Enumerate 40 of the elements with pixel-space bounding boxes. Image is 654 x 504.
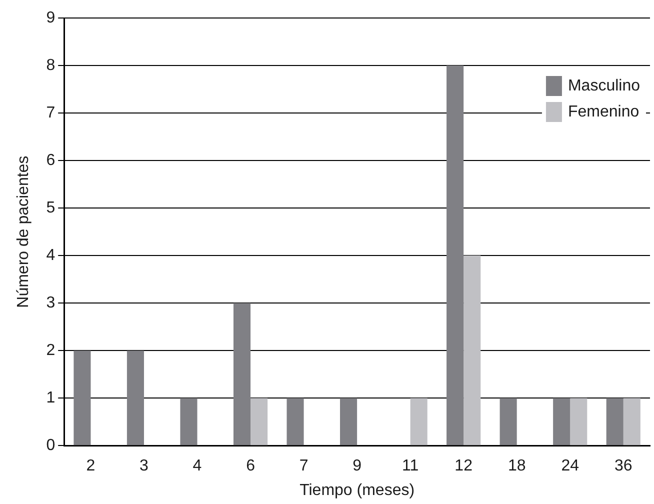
y-tick-label: 5 [46,199,56,216]
bar [180,398,198,446]
y-tick-label: 1 [46,389,56,406]
bar [446,66,464,446]
y-tick-label: 3 [46,294,56,312]
bar [553,398,570,446]
x-tick-label: 2 [86,458,96,475]
x-tick-label: 6 [246,458,256,475]
y-tick-label: 9 [46,9,56,26]
bar [464,256,481,446]
bar [606,398,624,446]
y-tick-label: 0 [46,437,56,454]
bar [500,398,517,446]
y-tick-label: 4 [46,246,56,264]
x-tick-label: 4 [192,458,202,475]
y-tick-label: 2 [46,342,56,359]
x-tick-label: 24 [561,458,580,475]
bar [410,398,428,446]
bar [286,398,304,446]
bar [233,303,251,446]
x-tick-label: 18 [508,458,526,475]
y-tick-label: 6 [46,152,56,169]
y-tick-label: 7 [46,104,56,122]
bar [570,398,588,446]
legend-label: Femenino [568,103,640,120]
x-tick-label: 11 [402,458,419,475]
bar [126,350,144,446]
y-tick-label: 8 [46,56,56,74]
bar [250,398,268,446]
legend-label: Masculino [568,77,640,94]
x-axis-title: Tiempo (meses) [300,482,415,499]
y-axis-title: Número de pacientes [15,156,32,308]
x-tick-label: 9 [352,458,362,475]
x-tick-label: 12 [454,458,473,475]
x-tick-label: 3 [140,458,149,475]
x-tick-label: 7 [299,458,308,475]
bar [623,398,640,446]
bar [74,350,91,446]
bar [340,398,358,446]
x-tick-label: 36 [614,458,632,475]
